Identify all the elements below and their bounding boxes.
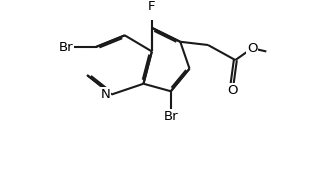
Text: N: N [101, 88, 111, 101]
Text: Br: Br [163, 109, 178, 122]
Text: O: O [247, 42, 257, 55]
Text: Br: Br [59, 41, 74, 54]
Text: O: O [227, 84, 237, 97]
Text: F: F [148, 0, 156, 13]
